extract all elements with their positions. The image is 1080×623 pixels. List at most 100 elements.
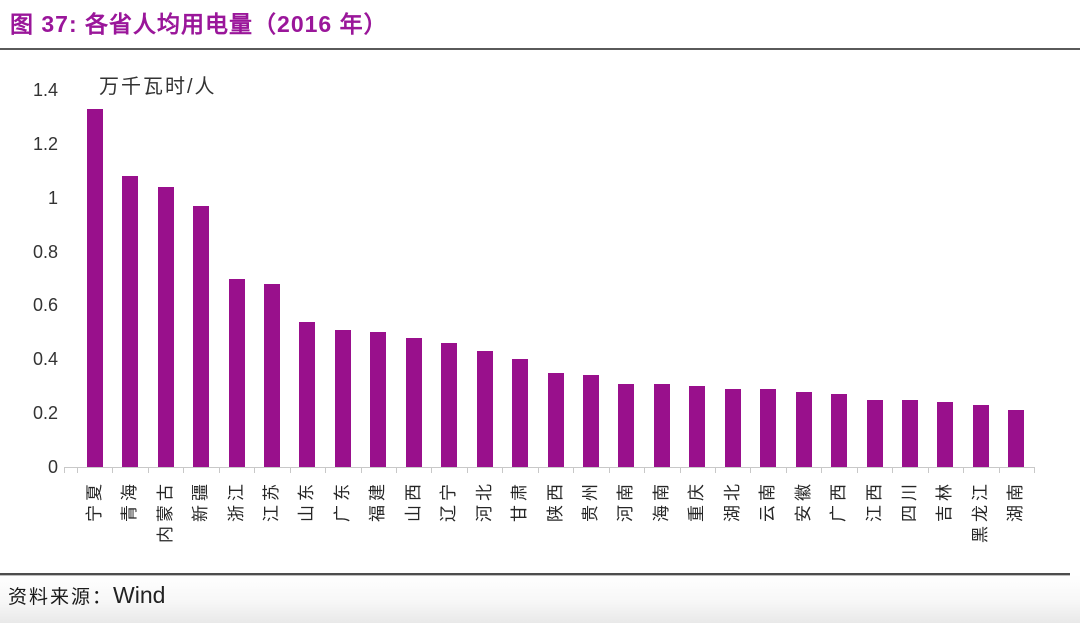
bar: [512, 359, 529, 467]
x-axis-line: [64, 467, 1034, 468]
y-tick-label: 0.4: [32, 349, 58, 370]
x-axis-label-text: 四川: [899, 480, 919, 522]
bar: [618, 383, 635, 467]
x-axis-label-text: 云南: [758, 480, 778, 522]
x-axis-tick: [679, 467, 681, 473]
x-axis-tick: [856, 467, 858, 473]
x-axis-label-text: 青海: [120, 480, 140, 522]
x-axis-tick: [785, 467, 787, 473]
bar: [299, 321, 316, 467]
source-label: 资料来源：: [8, 587, 114, 608]
x-axis-tick: [892, 467, 894, 473]
bar: [972, 405, 989, 467]
x-axis-tick: [821, 467, 823, 473]
x-axis-label-text: 宁夏: [84, 480, 104, 522]
x-axis-tick: [360, 467, 362, 473]
y-tick-label: 0.8: [32, 241, 58, 262]
footer-divider: [0, 573, 1070, 575]
bar: [122, 176, 139, 467]
x-axis-label-text: 新疆: [191, 480, 211, 522]
x-axis-label-text: 福建: [368, 480, 388, 522]
footer-background: [0, 575, 1080, 623]
x-axis-tick: [64, 467, 65, 473]
y-tick-label: 1: [47, 187, 58, 208]
bar: [724, 388, 741, 467]
bar: [405, 337, 422, 467]
bar: [937, 402, 954, 467]
bar: [370, 332, 387, 467]
y-tick-label: 1.4: [32, 80, 58, 100]
bar: [689, 386, 706, 467]
x-axis-tick: [183, 467, 185, 473]
x-axis-tick: [644, 467, 646, 473]
x-axis-label-text: 吉林: [935, 480, 955, 522]
x-axis-tick: [608, 467, 610, 473]
x-axis-label-text: 安徽: [793, 480, 813, 522]
x-axis-label-text: 河南: [616, 480, 636, 522]
y-tick-label: 0: [47, 457, 58, 477]
x-axis-tick: [715, 467, 716, 473]
bar: [1008, 410, 1025, 467]
x-axis-tick: [396, 467, 397, 473]
x-axis-label-text: 浙江: [226, 480, 246, 522]
x-axis-tick: [254, 467, 256, 473]
bar: [476, 351, 493, 467]
x-axis-tick: [998, 467, 1000, 473]
x-axis-label-text: 河北: [474, 480, 494, 522]
bar: [441, 343, 458, 467]
x-axis-label-text: 山西: [403, 480, 423, 522]
x-axis-tick: [112, 467, 114, 473]
bar: [228, 278, 245, 467]
x-axis-tick: [289, 467, 291, 473]
y-tick-label: 0.2: [32, 403, 58, 424]
x-axis-tick: [963, 467, 965, 473]
x-axis-tick: [750, 467, 752, 473]
bar: [795, 391, 812, 467]
x-axis-tick: [431, 467, 433, 473]
bar: [582, 375, 599, 467]
x-axis-tick: [147, 467, 149, 473]
bar: [157, 186, 174, 467]
x-axis-label-text: 广东: [332, 480, 352, 522]
x-axis-label-text: 黑龙江: [970, 480, 990, 543]
x-axis-tick: [77, 467, 78, 473]
y-tick-label: 1.2: [32, 133, 58, 154]
x-axis-label-text: 内蒙古: [155, 480, 175, 543]
x-axis-tick: [1034, 467, 1035, 473]
bar: [831, 394, 848, 467]
x-axis-tick: [325, 467, 327, 473]
y-tick-label: 0.6: [32, 295, 58, 316]
x-axis-tick: [573, 467, 575, 473]
x-axis-label-text: 辽宁: [439, 480, 459, 522]
bar: [263, 283, 280, 467]
x-axis-label-text: 甘肃: [510, 480, 530, 522]
source-value: Wind: [113, 582, 166, 608]
x-axis-label-text: 重庆: [687, 480, 707, 522]
title-divider: [0, 48, 1080, 50]
x-axis-tick: [218, 467, 220, 473]
x-axis-label-text: 广西: [829, 480, 849, 522]
x-axis-label-text: 陕西: [545, 480, 565, 522]
x-axis-label-text: 贵州: [580, 480, 600, 522]
x-axis-label-text: 海南: [651, 480, 671, 522]
bar: [901, 399, 918, 467]
bar: [86, 108, 103, 467]
x-axis-label-text: 江西: [864, 480, 884, 522]
bar: [193, 205, 210, 467]
x-axis-label-text: 湖南: [1006, 480, 1026, 522]
x-axis-tick: [502, 467, 504, 473]
x-axis-tick: [927, 467, 929, 473]
bar: [653, 383, 670, 467]
bar: [760, 388, 777, 467]
x-axis-label-text: 山东: [297, 480, 317, 522]
x-axis-tick: [466, 467, 468, 473]
bar: [866, 399, 883, 467]
x-axis-label-text: 湖北: [722, 480, 742, 522]
x-axis-tick: [537, 467, 539, 473]
bar: [547, 372, 564, 467]
figure-title: 图 37: 各省人均用电量（2016 年）: [10, 11, 388, 37]
y-axis-unit-label: 万千瓦时/人: [99, 76, 217, 98]
bar: [334, 329, 351, 467]
